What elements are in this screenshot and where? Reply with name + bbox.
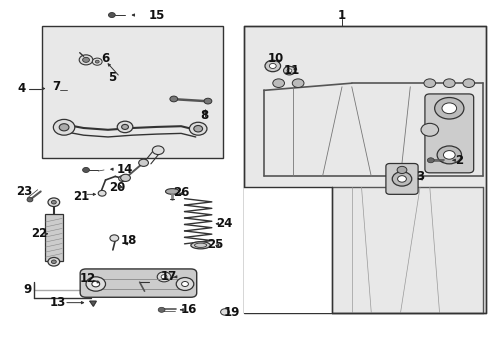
Circle shape bbox=[462, 79, 474, 87]
Circle shape bbox=[53, 120, 75, 135]
Circle shape bbox=[264, 60, 280, 72]
Circle shape bbox=[51, 201, 56, 204]
Circle shape bbox=[286, 69, 291, 72]
Text: 9: 9 bbox=[23, 283, 32, 296]
Text: 13: 13 bbox=[50, 296, 66, 309]
Circle shape bbox=[27, 198, 33, 202]
Circle shape bbox=[443, 79, 454, 87]
Circle shape bbox=[98, 190, 106, 196]
Circle shape bbox=[436, 146, 461, 164]
Circle shape bbox=[427, 158, 433, 163]
Circle shape bbox=[189, 122, 206, 135]
Text: 23: 23 bbox=[16, 185, 32, 198]
Ellipse shape bbox=[190, 242, 210, 249]
Text: 15: 15 bbox=[148, 9, 164, 22]
Circle shape bbox=[82, 57, 89, 62]
Circle shape bbox=[152, 146, 163, 154]
Text: 12: 12 bbox=[79, 272, 96, 285]
Text: 8: 8 bbox=[200, 109, 208, 122]
Circle shape bbox=[181, 282, 188, 287]
Circle shape bbox=[117, 121, 133, 133]
Circle shape bbox=[420, 123, 438, 136]
Circle shape bbox=[193, 126, 202, 132]
Circle shape bbox=[92, 58, 102, 65]
Bar bbox=[244, 26, 485, 313]
Circle shape bbox=[139, 159, 148, 166]
Text: 6: 6 bbox=[101, 51, 109, 64]
Text: 16: 16 bbox=[180, 303, 196, 316]
Text: 11: 11 bbox=[284, 64, 300, 77]
Circle shape bbox=[161, 275, 166, 279]
Circle shape bbox=[441, 103, 456, 114]
Circle shape bbox=[119, 176, 126, 181]
Bar bbox=[244, 187, 331, 313]
Circle shape bbox=[176, 278, 193, 291]
Circle shape bbox=[121, 174, 130, 181]
Text: 2: 2 bbox=[454, 154, 462, 167]
Text: 4: 4 bbox=[17, 82, 25, 95]
FancyBboxPatch shape bbox=[424, 94, 473, 173]
Circle shape bbox=[79, 55, 93, 65]
Bar bbox=[44, 214, 63, 261]
Text: 21: 21 bbox=[73, 190, 89, 203]
Circle shape bbox=[86, 277, 105, 291]
Circle shape bbox=[92, 281, 100, 287]
Ellipse shape bbox=[165, 189, 179, 194]
Text: 5: 5 bbox=[107, 71, 116, 84]
Circle shape bbox=[158, 307, 164, 312]
Text: 19: 19 bbox=[224, 306, 240, 319]
Circle shape bbox=[396, 166, 406, 174]
Text: 22: 22 bbox=[32, 227, 48, 240]
Circle shape bbox=[292, 79, 304, 87]
Circle shape bbox=[443, 150, 454, 159]
Circle shape bbox=[220, 309, 229, 315]
Circle shape bbox=[434, 98, 463, 119]
Text: 1: 1 bbox=[337, 9, 346, 22]
Circle shape bbox=[272, 79, 284, 87]
Circle shape bbox=[203, 98, 211, 104]
Text: 3: 3 bbox=[415, 170, 423, 183]
Circle shape bbox=[391, 172, 411, 186]
Bar bbox=[42, 26, 222, 158]
Text: 18: 18 bbox=[120, 234, 136, 247]
Circle shape bbox=[108, 13, 115, 18]
Text: 10: 10 bbox=[267, 51, 284, 64]
Text: 7: 7 bbox=[53, 80, 61, 93]
Circle shape bbox=[283, 66, 295, 75]
Text: 14: 14 bbox=[117, 163, 133, 176]
Circle shape bbox=[51, 260, 56, 264]
Circle shape bbox=[157, 272, 170, 282]
FancyBboxPatch shape bbox=[80, 269, 196, 297]
Circle shape bbox=[169, 96, 177, 102]
Circle shape bbox=[48, 198, 60, 207]
Text: 25: 25 bbox=[206, 238, 223, 251]
Circle shape bbox=[82, 167, 89, 172]
Text: 26: 26 bbox=[173, 186, 189, 199]
Circle shape bbox=[397, 176, 406, 182]
Text: 24: 24 bbox=[215, 216, 232, 230]
Polygon shape bbox=[90, 301, 96, 306]
Circle shape bbox=[122, 125, 128, 130]
Text: 17: 17 bbox=[161, 270, 177, 283]
Circle shape bbox=[423, 79, 435, 87]
Circle shape bbox=[95, 60, 99, 63]
Circle shape bbox=[48, 257, 60, 266]
Circle shape bbox=[59, 124, 69, 131]
Circle shape bbox=[269, 63, 276, 68]
Text: 20: 20 bbox=[109, 181, 125, 194]
FancyBboxPatch shape bbox=[385, 163, 417, 194]
Circle shape bbox=[110, 235, 119, 241]
